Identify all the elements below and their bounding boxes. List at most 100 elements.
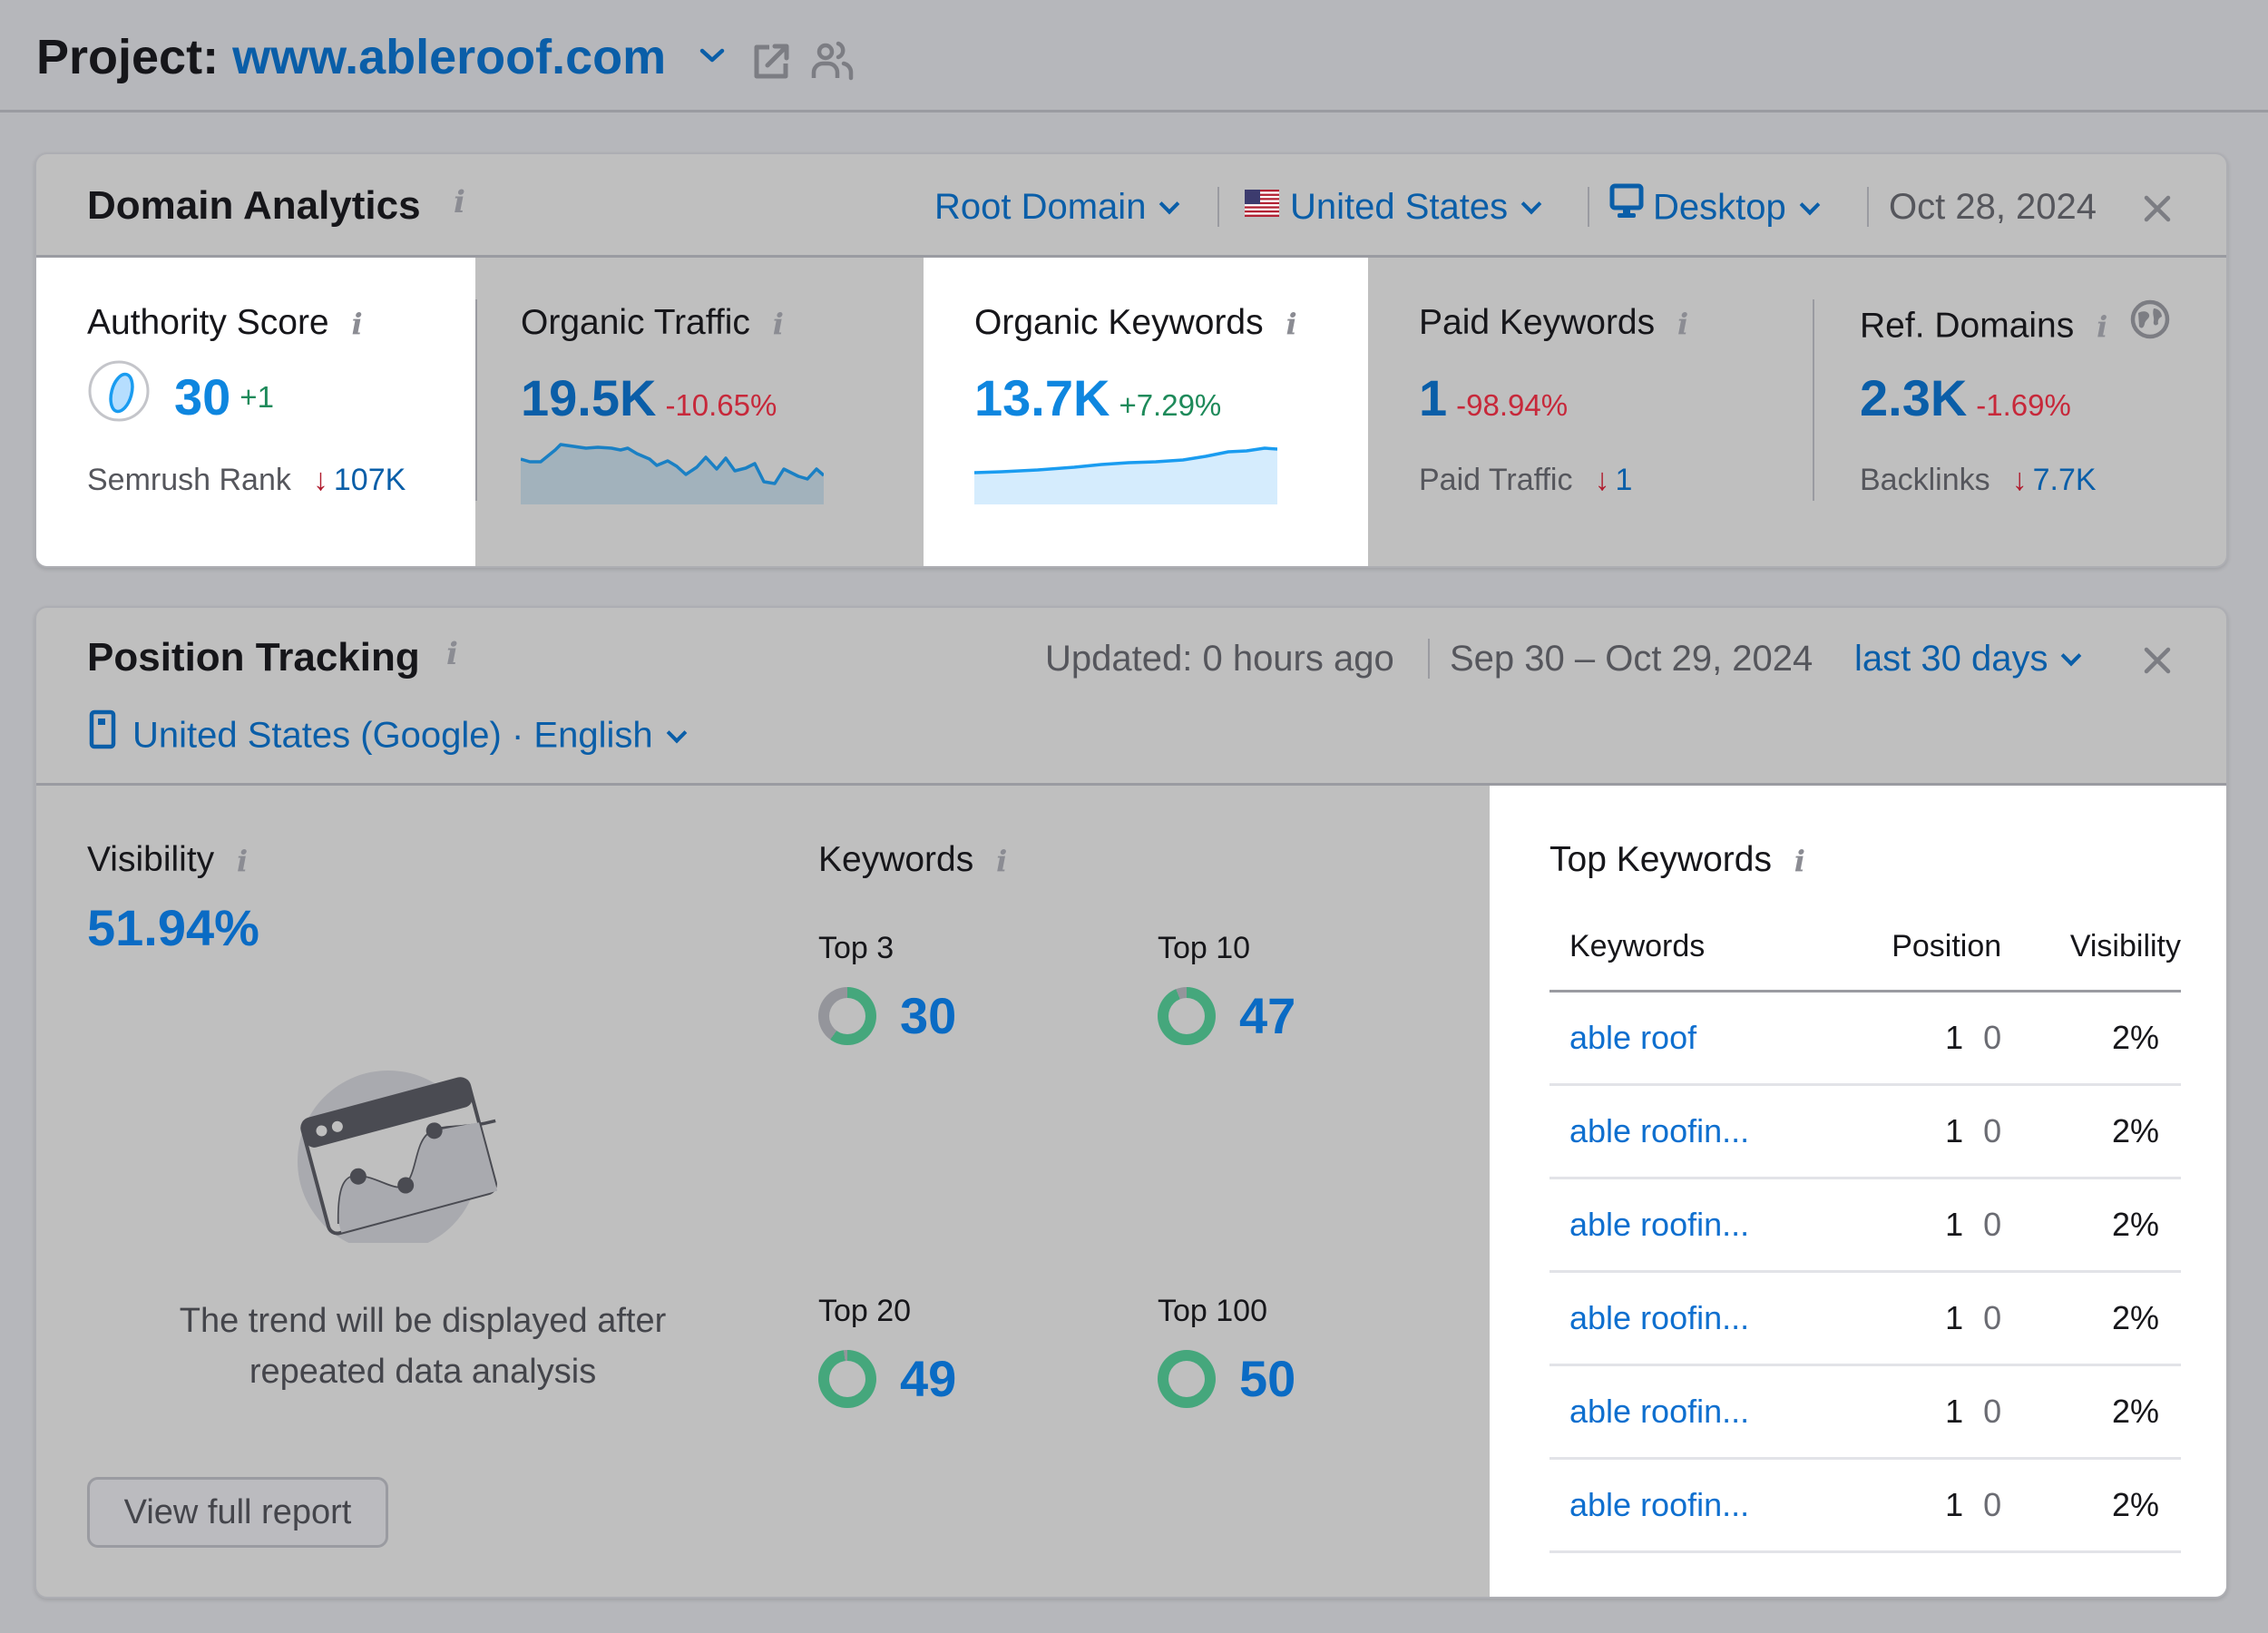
divider [1217, 187, 1219, 227]
metric-organic-keywords[interactable]: Organic Keywords i 13.7K +7.29% [924, 258, 1368, 566]
authority-score-delta: +1 [240, 379, 274, 414]
info-icon[interactable]: i [772, 307, 784, 341]
column-header-keywords[interactable]: Keywords [1549, 904, 1824, 993]
updated-label: Updated: 0 hours ago [1045, 639, 1394, 679]
globe-icon[interactable] [2130, 299, 2170, 348]
divider [1867, 187, 1869, 227]
arrow-down-icon: ↓ [312, 463, 328, 497]
info-icon[interactable]: i [351, 307, 363, 341]
metric-authority-score[interactable]: Authority Score i 30 +1 Semrush Rank ↓ 107… [36, 258, 475, 566]
divider [1428, 639, 1430, 679]
keyword-bucket-top3[interactable]: Top 3 30 [818, 931, 957, 1045]
chevron-down-icon [1159, 193, 1180, 215]
metric-ref-domains[interactable]: Ref. Domains i 2.3K -1.69% Backlinks ↓ 7.7K [1814, 258, 2226, 566]
top-keywords-title: Top Keywords i [1549, 840, 1805, 879]
column-header-visibility[interactable]: Visibility [2001, 904, 2181, 993]
root-domain-dropdown[interactable]: Root Domain [934, 187, 1180, 228]
desktop-icon [1609, 183, 1644, 229]
table-header-row: Keywords Position Visibility [1549, 904, 2181, 993]
project-domain-selector[interactable]: www.ableroof.com [232, 30, 667, 84]
us-flag-icon [1245, 185, 1279, 226]
semrush-rank: Semrush Rank ↓ 107K [87, 463, 406, 497]
domain-analytics-title: Domain Analytics [87, 183, 421, 228]
donut-chart-icon [1158, 986, 1216, 1045]
info-icon[interactable]: i [996, 844, 1008, 878]
organic-traffic-value: 19.5K [521, 369, 657, 426]
visibility-value: 51.94% [87, 899, 259, 956]
divider [1813, 299, 1814, 501]
donut-chart-icon [818, 986, 876, 1045]
chevron-down-icon [2061, 645, 2082, 667]
divider [1588, 187, 1589, 227]
position-tracking-title: Position Tracking [87, 635, 420, 680]
paid-traffic: Paid Traffic ↓ 1 [1419, 463, 1633, 497]
keyword-bucket-top100[interactable]: Top 100 50 [1158, 1294, 1296, 1408]
info-icon[interactable]: i [454, 184, 465, 220]
trend-empty-message: The trend will be displayed after repeat… [179, 1302, 667, 1391]
position-tracking-card: Position Tracking i Updated: 0 hours ago… [34, 606, 2228, 1599]
project-title: Project: www.ableroof.com [36, 29, 666, 85]
position-tracking-header: Position Tracking i Updated: 0 hours ago… [36, 608, 2226, 786]
donut-chart-icon [1158, 1349, 1216, 1408]
users-share-icon[interactable] [810, 40, 855, 86]
keyword-bucket-top10[interactable]: Top 10 47 [1158, 931, 1296, 1045]
keyword-bucket-top20[interactable]: Top 20 49 [818, 1294, 957, 1408]
top-keywords-panel: Top Keywords i Keywords Position Visibil… [1490, 786, 2226, 1597]
info-icon[interactable]: i [1286, 307, 1297, 341]
divider [475, 299, 477, 501]
country-dropdown[interactable]: United States [1245, 185, 1542, 230]
keyword-link[interactable]: able roofin... [1549, 1271, 1824, 1366]
close-icon[interactable] [2143, 194, 2172, 228]
device-dropdown[interactable]: Desktop [1609, 183, 1821, 232]
close-icon[interactable] [2143, 646, 2172, 680]
metric-paid-keywords[interactable]: Paid Keywords i 1 -98.94% Paid Traffic ↓ 1 [1419, 303, 1689, 497]
domain-analytics-card: Domain Analytics i Root Domain United St… [34, 152, 2228, 568]
keyword-link[interactable]: able roofin... [1549, 1084, 1824, 1179]
backlinks: Backlinks ↓ 7.7K [1860, 463, 2097, 497]
organic-traffic-delta: -10.65% [665, 388, 777, 422]
project-header [0, 0, 2268, 112]
info-icon[interactable]: i [1794, 844, 1805, 878]
chevron-down-icon [1520, 193, 1542, 215]
chevron-down-icon [666, 722, 687, 743]
donut-chart-icon [818, 1349, 876, 1408]
keywords-label: Keywords i [818, 840, 1008, 879]
info-icon[interactable]: i [446, 636, 458, 672]
info-icon[interactable]: i [1677, 307, 1689, 341]
period-dropdown[interactable]: last 30 days [1854, 639, 2082, 680]
project-label: Project: [36, 30, 220, 84]
keyword-link[interactable]: able roofin... [1549, 1178, 1824, 1273]
paid-keywords-delta: -98.94% [1456, 388, 1569, 422]
metric-label: Authority Score i [87, 303, 363, 342]
keyword-link[interactable]: able roofin... [1549, 1364, 1824, 1460]
external-link-icon[interactable] [751, 42, 791, 86]
info-icon[interactable]: i [237, 844, 249, 878]
paid-keywords-value: 1 [1419, 369, 1448, 426]
keyword-link[interactable]: able roofin... [1549, 1458, 1824, 1553]
trend-placeholder-illustration [298, 1061, 498, 1243]
organic-keywords-sparkline [974, 446, 1277, 504]
ref-domains-delta: -1.69% [1976, 388, 2071, 422]
date-range-label: Sep 30 – Oct 29, 2024 [1450, 639, 1813, 679]
organic-keywords-value: 13.7K [974, 369, 1110, 426]
chevron-down-icon [1799, 194, 1821, 215]
keyword-link[interactable]: able roof [1549, 991, 1824, 1086]
organic-traffic-sparkline [521, 443, 824, 504]
authority-score-gauge-icon [87, 359, 151, 435]
authority-score-value: 30 [174, 368, 231, 425]
organic-keywords-delta: +7.29% [1119, 388, 1222, 422]
domain-analytics-header: Domain Analytics i Root Domain United St… [36, 154, 2226, 258]
column-header-position[interactable]: Position [1823, 904, 2002, 993]
metric-organic-traffic[interactable]: Organic Traffic i 19.5K -10.65% [475, 258, 925, 566]
top-keywords-table: Keywords Position Visibility able roof 1… [1549, 904, 2181, 1553]
location-language-dropdown[interactable]: United States (Google) · English [89, 709, 687, 762]
date-label: Oct 28, 2024 [1889, 187, 2097, 227]
info-icon[interactable]: i [2097, 309, 2108, 345]
view-full-report-button[interactable]: View full report [87, 1477, 388, 1548]
ref-domains-value: 2.3K [1860, 369, 1968, 426]
chevron-down-icon[interactable] [699, 47, 726, 70]
